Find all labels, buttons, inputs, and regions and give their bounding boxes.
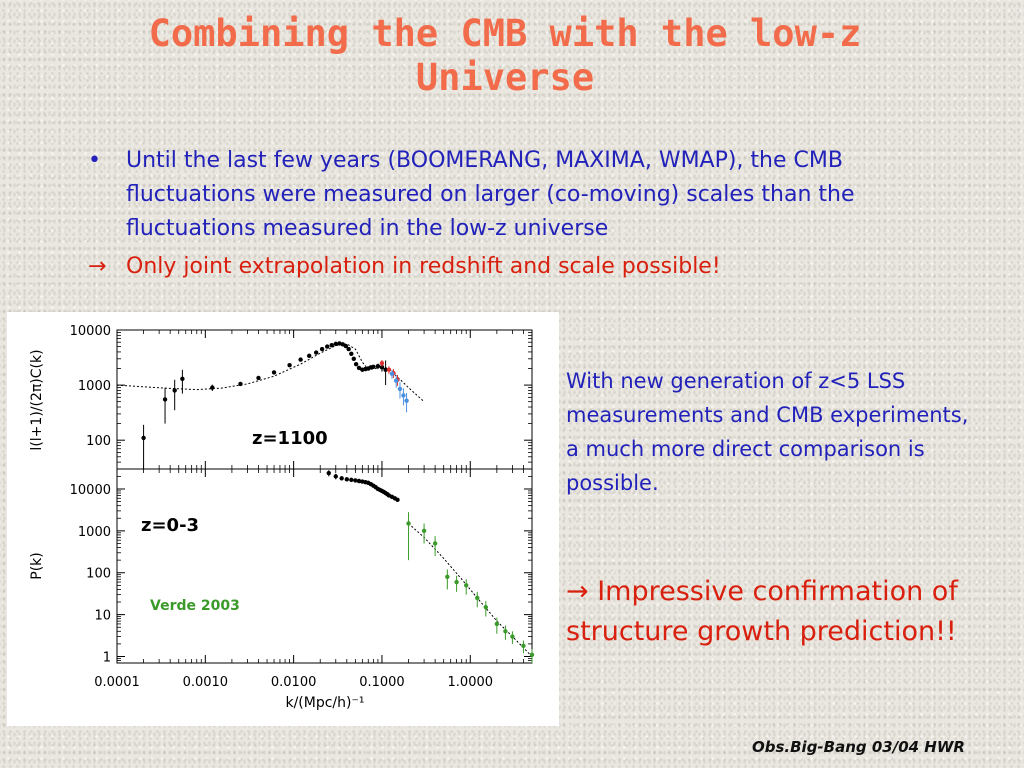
- pk-data-point: [475, 595, 480, 601]
- cmb-data-point: [394, 378, 399, 383]
- pk-ytick-label: 10000: [70, 483, 111, 498]
- pk-ytick-label: 100: [86, 567, 111, 582]
- cmb-data-point: [329, 342, 334, 348]
- pk-data-point: [326, 470, 331, 476]
- pk-data-point: [445, 574, 450, 580]
- cmb-data-point: [343, 343, 349, 349]
- right-arrow-icon: →: [88, 254, 107, 279]
- pk-data-point: [464, 583, 469, 588]
- pk-data-point: [349, 477, 354, 483]
- cmb-data-point: [210, 385, 215, 390]
- cmb-data-point: [313, 350, 319, 355]
- pk-data-point: [339, 476, 344, 481]
- cmb-data-point: [306, 353, 312, 359]
- cmb-data-point: [162, 397, 168, 402]
- cmb-ylabel: l(l+1)/(2π)C(k): [29, 349, 45, 450]
- pk-xtick-label: 0.0100: [271, 675, 317, 690]
- cmb-data-point: [371, 364, 376, 369]
- annotation-verde-2003: Verde 2003: [150, 598, 240, 614]
- slide-title-line2: Universe: [415, 56, 595, 99]
- arrow-item: → Only joint extrapolation in redshift a…: [88, 250, 938, 284]
- annotation-z1100: z=1100: [252, 428, 328, 449]
- right-arrow-icon: →: [566, 576, 589, 607]
- pk-data-point: [529, 652, 535, 657]
- cmb-model-curve: [116, 343, 425, 403]
- pk-data-point: [432, 541, 438, 546]
- arrow-text: Only joint extrapolation in redshift and…: [126, 254, 721, 279]
- cmb-ytick-label: 100: [86, 434, 111, 449]
- cmb-data-point: [325, 344, 330, 349]
- cmb-data-point: [298, 357, 303, 362]
- pk-data-point: [395, 497, 400, 503]
- cmb-data-point: [346, 346, 351, 352]
- figure-panel: 10000 1000 100 10000 1000 100 10 1 0.0001 0.0010 0…: [7, 312, 559, 726]
- bullet-marker: •: [88, 148, 101, 173]
- side-note: With new generation of z<5 LSS measureme…: [566, 369, 969, 495]
- cmb-data-point: [287, 362, 292, 368]
- pk-ylabel: P(k): [29, 552, 45, 579]
- pk-xtick-label: 0.0001: [94, 675, 140, 690]
- pk-data-point: [353, 478, 358, 483]
- cmb-data-point: [319, 346, 325, 352]
- cmb-data-point: [172, 388, 177, 393]
- slide-title: Combining the CMB with the low-z Univers…: [60, 12, 950, 100]
- conclusion: → Impressive confirmation of structure g…: [566, 572, 1006, 652]
- pk-data-point: [510, 634, 515, 639]
- cmb-data-point: [349, 351, 354, 356]
- pk-data-point: [521, 643, 526, 649]
- pk-data-point: [503, 629, 508, 634]
- bullet-list: • Until the last few years (BOOMERANG, M…: [88, 144, 938, 284]
- cmb-data-point: [404, 398, 409, 403]
- pk-data-point: [406, 521, 411, 526]
- pk-data-point: [454, 579, 459, 585]
- cmb-data-point: [141, 435, 146, 441]
- pk-data-point: [421, 528, 427, 534]
- cmb-data-point: [375, 364, 381, 369]
- cmb-data-point: [397, 386, 403, 392]
- bullet-item: • Until the last few years (BOOMERANG, M…: [88, 144, 938, 246]
- cmb-data-point: [271, 370, 277, 375]
- pk-data-point: [483, 605, 489, 610]
- conclusion-text: Impressive confirmation of structure gro…: [566, 576, 958, 647]
- axes-layer: 10000 1000 100 10000 1000 100 10 1 0.0001 0.0010 0…: [70, 324, 533, 690]
- pk-xtick-label: 1.0000: [448, 675, 494, 690]
- cmb-data-point: [389, 371, 395, 377]
- cmb-data-point: [353, 361, 359, 367]
- pk-ytick-label: 10: [94, 609, 111, 624]
- pk-model-curve: [408, 523, 533, 657]
- cmb-data-point: [386, 367, 392, 372]
- pk-data-point: [494, 621, 500, 627]
- cmb-data-point: [383, 367, 388, 372]
- cmb-data-point: [238, 381, 243, 387]
- cmb-data-point: [379, 365, 385, 370]
- cmb-data-point: [351, 356, 356, 362]
- pk-xtick-label: 0.1000: [359, 675, 405, 690]
- cmb-data-point: [180, 376, 185, 382]
- data-layer: [116, 341, 535, 663]
- pk-xlabel: k/(Mpc/h)⁻¹: [285, 695, 364, 711]
- cmb-ytick-label: 10000: [70, 324, 111, 339]
- pk-data-point: [333, 474, 338, 479]
- cmb-data-point: [256, 375, 261, 381]
- pk-ytick-label: 1000: [78, 525, 111, 540]
- pk-data-point: [344, 477, 350, 482]
- cmb-data-point: [333, 341, 338, 347]
- slide-title-line1: Combining the CMB with the low-z: [148, 12, 862, 55]
- figure-svg: 10000 1000 100 10000 1000 100 10 1 0.0001 0.0010 0…: [29, 324, 535, 711]
- annotation-z0-3: z=0-3: [141, 515, 199, 536]
- cmb-data-point: [401, 393, 406, 398]
- bullet-text: Until the last few years (BOOMERANG, MAX…: [126, 148, 855, 241]
- pk-xtick-label: 0.0010: [183, 675, 229, 690]
- cmb-data-point: [337, 341, 342, 346]
- cmb-ytick-label: 1000: [78, 379, 111, 394]
- footer-credit: Obs.Big-Bang 03/04 HWR: [752, 738, 965, 756]
- pk-panel-frame: [116, 468, 533, 664]
- cmb-data-point: [379, 360, 385, 366]
- pk-ytick-label: 1: [103, 651, 111, 666]
- cmb-data-point: [356, 365, 362, 371]
- pk-data-point: [356, 478, 362, 484]
